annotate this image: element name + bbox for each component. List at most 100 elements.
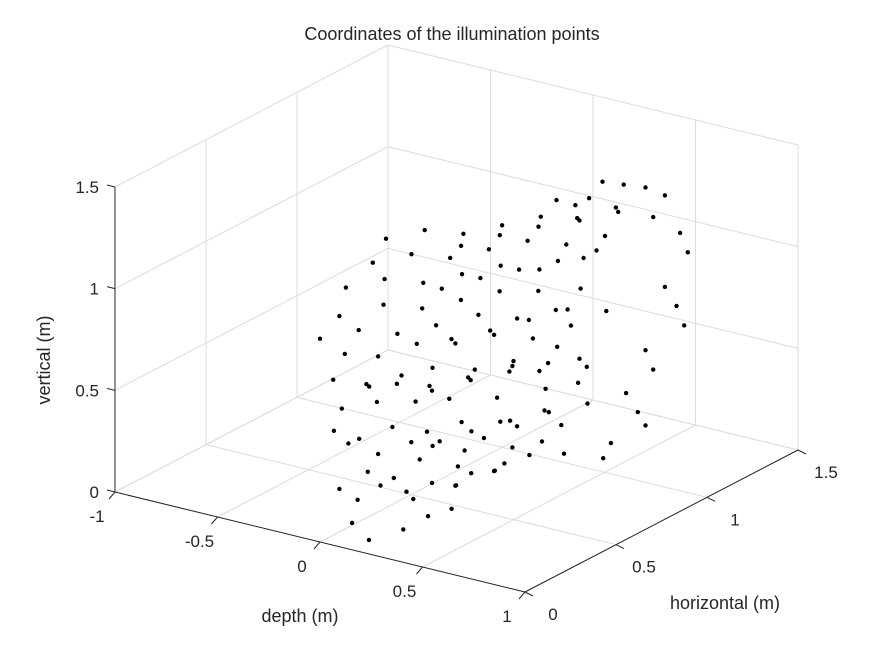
data-point: [536, 224, 541, 229]
data-point: [378, 483, 383, 488]
data-point: [367, 384, 372, 389]
data-point: [685, 250, 690, 255]
data-point: [399, 373, 404, 378]
data-point: [608, 440, 614, 446]
data-point: [449, 506, 454, 511]
data-point: [616, 209, 621, 215]
data-point: [507, 418, 513, 423]
data-point: [453, 483, 459, 488]
data-point: [472, 367, 477, 372]
side-wall-grid-line: [114, 349, 389, 493]
data-point: [462, 448, 467, 453]
data-point: [366, 537, 372, 543]
z-tick-mark: [106, 286, 116, 290]
x-tick-mark: [518, 591, 526, 600]
data-point: [677, 230, 683, 236]
floor-grid-line: [296, 396, 708, 498]
data-point: [337, 313, 342, 319]
data-point: [331, 377, 336, 382]
z-tick-label: 0.5: [75, 381, 99, 400]
data-point: [601, 456, 606, 461]
data-point: [662, 193, 668, 198]
data-point: [422, 227, 427, 233]
data-point: [429, 480, 435, 486]
data-point: [674, 303, 679, 309]
data-point: [356, 327, 361, 333]
data-point: [577, 356, 582, 361]
data-point: [459, 272, 465, 277]
data-point: [516, 267, 522, 272]
data-point: [559, 422, 564, 428]
floor-grid-line: [205, 444, 617, 546]
data-point: [586, 196, 592, 201]
data-point: [565, 307, 570, 312]
data-point: [584, 364, 589, 369]
data-point: [476, 312, 481, 317]
data-point: [430, 365, 435, 370]
data-point: [390, 424, 395, 430]
data-point: [439, 286, 444, 291]
data-point: [514, 316, 520, 321]
data-point: [370, 260, 375, 265]
data-point: [682, 323, 687, 328]
y-tick-label: 1: [730, 510, 739, 529]
data-point: [537, 368, 542, 374]
back-wall-grid-line: [387, 146, 799, 248]
data-point: [578, 286, 583, 291]
x-tick-mark: [108, 491, 116, 500]
side-wall-grid-line: [114, 44, 389, 188]
data-point: [409, 440, 414, 445]
data-point: [564, 242, 569, 247]
data-point: [417, 457, 422, 462]
data-point: [543, 386, 548, 391]
x-tick-label: -1: [89, 507, 104, 526]
y-tick-label: 1.5: [814, 463, 838, 482]
data-point: [568, 323, 574, 328]
side-wall-grid-line: [114, 247, 389, 391]
data-point: [527, 452, 532, 458]
data-point: [383, 236, 389, 241]
data-point: [525, 238, 530, 243]
data-point: [555, 258, 561, 264]
data-point: [573, 203, 578, 208]
data-point: [497, 289, 502, 294]
data-point: [635, 409, 640, 415]
data-point: [337, 486, 342, 492]
data-point: [420, 306, 425, 311]
data-point: [355, 497, 360, 502]
chart-title: Coordinates of the illumination points: [304, 24, 599, 44]
floor-grid-line: [319, 399, 594, 543]
data-point: [530, 336, 536, 341]
data-point: [339, 406, 344, 411]
data-point: [497, 233, 502, 238]
data-point: [613, 205, 619, 210]
x-tick-mark: [416, 566, 423, 575]
data-point: [554, 197, 559, 203]
data-point: [510, 445, 515, 450]
data-point: [502, 461, 507, 466]
y-tick-mark: [524, 591, 534, 597]
z-tick-mark: [106, 184, 116, 188]
side-wall-grid-line: [114, 146, 389, 290]
data-point: [469, 471, 474, 476]
data-point: [453, 341, 458, 346]
data-point: [364, 381, 369, 387]
z-axis-label: vertical (m): [34, 316, 54, 405]
data-point: [514, 424, 520, 429]
data-point: [604, 308, 609, 314]
data-point: [421, 280, 426, 285]
data-point: [459, 419, 464, 425]
data-point: [437, 439, 442, 444]
data-point: [651, 214, 656, 220]
data-point: [357, 436, 362, 441]
data-point: [468, 378, 473, 383]
data-point: [498, 263, 503, 268]
data-point: [469, 429, 474, 434]
data-point: [395, 331, 400, 336]
data-point: [381, 302, 386, 307]
data-point: [511, 358, 516, 364]
data-point: [602, 233, 608, 239]
data-point: [427, 383, 432, 389]
x-tick-label: -0.5: [185, 532, 214, 551]
